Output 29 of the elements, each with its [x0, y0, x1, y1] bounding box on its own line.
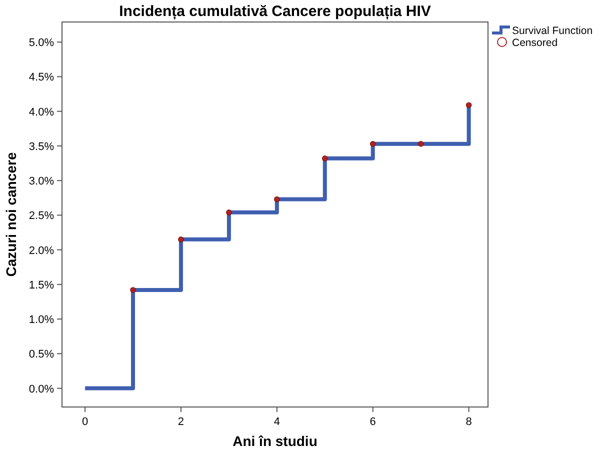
point — [130, 287, 136, 293]
y-tick-label: 2.5% — [28, 210, 54, 222]
y-tick-label: 0.5% — [28, 348, 54, 361]
point — [226, 210, 232, 216]
legend-label: Survival Function — [512, 25, 593, 37]
point — [466, 102, 472, 108]
point — [322, 156, 328, 162]
x-tick-label: 0 — [82, 416, 88, 428]
x-tick-label: 2 — [178, 416, 184, 428]
y-tick-label: 3.0% — [28, 176, 54, 188]
y-tick-label: 2.0% — [28, 244, 54, 257]
point — [370, 140, 376, 147]
y-tick-label: 1.5% — [28, 279, 54, 292]
point — [418, 140, 424, 147]
y-tick-label: 5.0% — [28, 37, 54, 50]
y-tick-label: 1.0% — [28, 314, 54, 326]
point — [274, 196, 280, 202]
y-tick-label: 4.5% — [28, 72, 54, 84]
y-tick-label: 4.0% — [28, 106, 54, 118]
point — [178, 236, 184, 242]
legend-label: Censored — [512, 37, 558, 49]
x-tick-label: 6 — [370, 416, 376, 428]
x-tick-label: 4 — [274, 416, 280, 428]
chart-title: Incidența cumulativă Cancere populația HIV — [119, 3, 431, 20]
y-axis-title: Cazuri noi cancere — [3, 152, 19, 277]
y-tick-label: 3.5% — [28, 140, 54, 153]
x-axis-title: Ani în studiu — [232, 433, 318, 449]
x-tick-label: 8 — [466, 416, 472, 428]
y-tick-label: 0.0% — [28, 383, 54, 396]
